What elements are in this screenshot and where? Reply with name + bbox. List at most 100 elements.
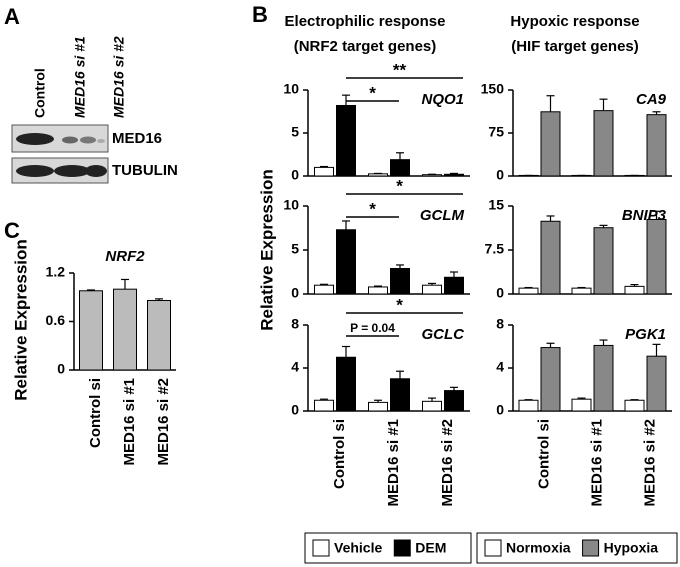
x-tick-label: Control si	[535, 419, 552, 489]
legend-swatch	[484, 539, 502, 557]
y-tick-label: 5	[291, 241, 299, 257]
y-axis-label: Relative Expression	[11, 239, 30, 401]
lane-label: MED16 si #2	[111, 36, 127, 118]
bar	[390, 267, 410, 295]
x-tick-label: Control si	[331, 419, 348, 489]
significance-label: **	[393, 60, 407, 79]
bar	[624, 285, 645, 295]
bar	[593, 110, 614, 177]
y-axis-label: Relative Expression	[257, 169, 276, 331]
chart-title: BNIP3	[622, 207, 667, 224]
bar	[147, 299, 171, 371]
bar	[646, 355, 667, 412]
bar	[646, 218, 667, 295]
significance-label: *	[369, 199, 376, 218]
chart-title: NQO1	[421, 91, 464, 108]
bar	[336, 104, 356, 177]
significance-label: *	[396, 295, 403, 314]
x-tick-label: MED16 si #1	[121, 378, 138, 466]
bar	[422, 284, 442, 295]
bar	[540, 220, 561, 295]
bar	[336, 229, 356, 295]
chart-title: PGK1	[625, 326, 666, 343]
y-tick-label: 7.5	[485, 241, 505, 257]
chart-title: NRF2	[105, 248, 145, 265]
legend-box	[476, 532, 678, 564]
y-tick-label: 0.6	[46, 312, 66, 328]
lane-label: MED16 si #1	[72, 36, 88, 118]
y-tick-label: 8	[291, 316, 299, 332]
y-tick-label: 4	[291, 359, 299, 375]
bar	[624, 399, 645, 412]
bar	[390, 378, 410, 412]
y-tick-label: 8	[496, 316, 504, 332]
chart-title: GCLM	[420, 207, 465, 224]
legend-label: DEM	[415, 540, 446, 556]
significance-label: *	[396, 176, 403, 195]
panel-label: B	[252, 2, 268, 27]
bar	[540, 347, 561, 412]
bar	[444, 276, 464, 295]
bar	[390, 159, 410, 177]
bar	[113, 288, 137, 371]
y-tick-label: 0	[291, 402, 299, 418]
protein-label: TUBULIN	[112, 162, 178, 179]
significance-label: *	[369, 83, 376, 102]
y-tick-label: 0	[496, 402, 504, 418]
bar	[571, 287, 592, 295]
bar	[444, 173, 464, 177]
column-title: Hypoxic response	[510, 13, 639, 30]
y-tick-label: 1.2	[46, 264, 66, 280]
panel-label: A	[4, 4, 20, 29]
y-tick-label: 0	[291, 285, 299, 301]
bar	[368, 286, 388, 295]
y-tick-label: 0	[496, 167, 504, 183]
bar	[518, 399, 539, 412]
legend-label: Hypoxia	[604, 540, 659, 556]
y-tick-label: 0	[291, 167, 299, 183]
bar	[314, 399, 334, 412]
x-tick-label: MED16 si #1	[588, 419, 605, 507]
bar	[571, 398, 592, 412]
bar	[336, 356, 356, 412]
legend-swatch	[582, 539, 600, 557]
significance-label: P = 0.04	[350, 321, 395, 335]
x-tick-label: MED16 si #2	[155, 378, 172, 466]
bar	[593, 227, 614, 295]
bar	[518, 287, 539, 295]
bar	[368, 401, 388, 412]
y-tick-label: 0	[496, 285, 504, 301]
bar	[422, 174, 442, 177]
x-tick-label: MED16 si #2	[439, 419, 456, 507]
y-tick-label: 15	[488, 197, 504, 213]
y-tick-label: 150	[481, 81, 505, 97]
bar	[518, 174, 539, 177]
chart-title: CA9	[636, 91, 667, 108]
column-subtitle: (NRF2 target genes)	[294, 38, 437, 55]
column-title: Electrophilic response	[285, 13, 446, 30]
y-tick-label: 75	[488, 124, 504, 140]
bar	[593, 344, 614, 412]
x-tick-label: MED16 si #2	[641, 419, 658, 507]
x-tick-label: MED16 si #1	[385, 419, 402, 507]
y-tick-label: 5	[291, 124, 299, 140]
y-tick-label: 10	[283, 81, 299, 97]
bar	[79, 290, 103, 371]
legend-swatch	[312, 539, 330, 557]
bar	[540, 111, 561, 177]
legend-swatch	[393, 539, 411, 557]
bar	[314, 284, 334, 295]
x-tick-label: Control si	[87, 378, 104, 448]
chart-title: GCLC	[422, 326, 466, 343]
legend-label: Vehicle	[334, 540, 382, 556]
bar	[624, 174, 645, 177]
legend-label: Normoxia	[506, 540, 571, 556]
legend-box	[304, 532, 472, 564]
protein-label: MED16	[112, 130, 162, 147]
bar	[646, 114, 667, 177]
bar	[422, 400, 442, 412]
y-tick-label: 0	[57, 361, 65, 377]
bar	[368, 173, 388, 177]
y-tick-label: 10	[283, 197, 299, 213]
